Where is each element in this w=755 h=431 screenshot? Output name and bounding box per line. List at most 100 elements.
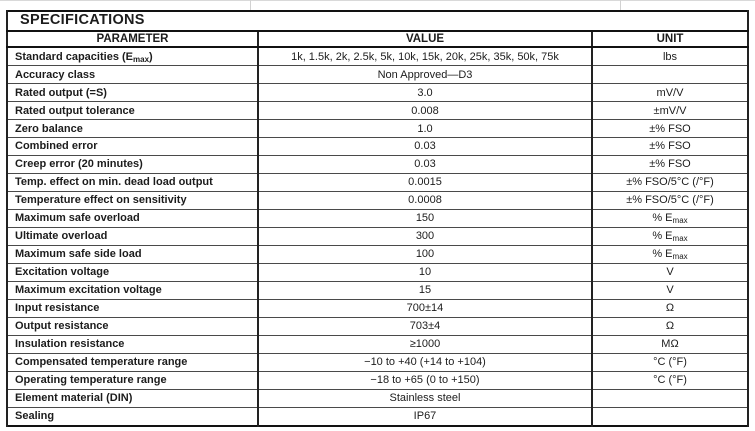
unit-cell: Ω [591, 298, 749, 318]
value-cell: 150 [257, 208, 593, 228]
unit-cell [591, 388, 749, 408]
unit-cell: ±% FSO/5°C (/°F) [591, 190, 749, 210]
parameter-cell: Compensated temperature range [6, 352, 259, 372]
scan-artifact-line [250, 0, 251, 10]
parameter-subscript: max [133, 54, 150, 64]
table-row: Maximum safe overload 150 % Emax [6, 208, 749, 228]
value-cell: 0.03 [257, 155, 593, 174]
parameter-cell: Rated output tolerance [6, 101, 259, 121]
value-cell: 15 [257, 280, 593, 300]
unit-text: % E [652, 212, 673, 225]
value-cell: 1k, 1.5k, 2k, 2.5k, 5k, 10k, 15k, 20k, 2… [257, 46, 593, 67]
table-title-row: SPECIFICATIONS [6, 10, 749, 32]
specifications-table: SPECIFICATIONS PARAMETER VALUE UNIT Stan… [6, 10, 749, 427]
table-row: Standard capacities (Emax) 1k, 1.5k, 2k,… [6, 46, 749, 67]
scan-artifact-line [0, 0, 755, 1]
unit-cell: % Emax [591, 208, 749, 228]
value-cell: Stainless steel [257, 388, 593, 408]
parameter-cell: Operating temperature range [6, 370, 259, 390]
table-row: Rated output tolerance 0.008 ±mV/V [6, 101, 749, 121]
unit-cell: ±% FSO [591, 155, 749, 174]
table-row: Combined error 0.03 ±% FSO [6, 137, 749, 156]
unit-cell: V [591, 262, 749, 282]
parameter-cell: Creep error (20 minutes) [6, 155, 259, 174]
table-row: Compensated temperature range −10 to +40… [6, 352, 749, 372]
unit-cell: mV/V [591, 83, 749, 103]
value-cell: 3.0 [257, 83, 593, 103]
parameter-cell: Rated output (=S) [6, 83, 259, 103]
value-cell: IP67 [257, 406, 593, 427]
value-cell: 100 [257, 244, 593, 264]
table-row: Maximum excitation voltage 15 V [6, 280, 749, 300]
value-cell: 300 [257, 226, 593, 246]
parameter-cell: Input resistance [6, 298, 259, 318]
value-cell: 703±4 [257, 316, 593, 336]
parameter-cell: Element material (DIN) [6, 388, 259, 408]
unit-cell: % Emax [591, 244, 749, 264]
table-row: Zero balance 1.0 ±% FSO [6, 119, 749, 139]
header-parameter: PARAMETER [6, 30, 259, 48]
value-cell: −10 to +40 (+14 to +104) [257, 352, 593, 372]
value-cell: 10 [257, 262, 593, 282]
unit-cell: lbs [591, 46, 749, 67]
unit-cell [591, 406, 749, 427]
parameter-cell: Maximum safe side load [6, 244, 259, 264]
value-cell: 0.0015 [257, 172, 593, 192]
unit-cell: MΩ [591, 334, 749, 354]
parameter-cell: Maximum safe overload [6, 208, 259, 228]
parameter-cell: Sealing [6, 406, 259, 427]
scan-artifact-line [620, 0, 621, 10]
table-row: Ultimate overload 300 % Emax [6, 226, 749, 246]
unit-cell: Ω [591, 316, 749, 336]
table-row: Temperature effect on sensitivity 0.0008… [6, 190, 749, 210]
parameter-cell: Zero balance [6, 119, 259, 139]
unit-cell: ±% FSO [591, 137, 749, 156]
parameter-cell: Excitation voltage [6, 262, 259, 282]
parameter-text: Standard capacities (E [15, 50, 133, 63]
table-row: Excitation voltage 10 V [6, 262, 749, 282]
table-row: Sealing IP67 [6, 406, 749, 427]
parameter-cell: Combined error [6, 137, 259, 156]
unit-cell: V [591, 280, 749, 300]
unit-subscript: max [672, 216, 688, 226]
parameter-cell: Insulation resistance [6, 334, 259, 354]
header-value: VALUE [257, 30, 593, 48]
table-row: Creep error (20 minutes) 0.03 ±% FSO [6, 155, 749, 174]
value-cell: ≥1000 [257, 334, 593, 354]
parameter-cell: Temperature effect on sensitivity [6, 190, 259, 210]
table-row: Accuracy class Non Approved—D3 [6, 65, 749, 85]
parameter-cell: Accuracy class [6, 65, 259, 85]
unit-subscript: max [672, 252, 688, 262]
parameter-cell: Ultimate overload [6, 226, 259, 246]
unit-cell: °C (°F) [591, 370, 749, 390]
value-cell: 0.0008 [257, 190, 593, 210]
table-row: Maximum safe side load 100 % Emax [6, 244, 749, 264]
value-cell: 700±14 [257, 298, 593, 318]
table-header-row: PARAMETER VALUE UNIT [6, 30, 749, 48]
unit-cell: ±% FSO/5°C (/°F) [591, 172, 749, 192]
value-cell: 0.008 [257, 101, 593, 121]
table-row: Output resistance 703±4 Ω [6, 316, 749, 336]
table-row: Element material (DIN) Stainless steel [6, 388, 749, 408]
value-cell: Non Approved—D3 [257, 65, 593, 85]
unit-cell: % Emax [591, 226, 749, 246]
table-row: Input resistance 700±14 Ω [6, 298, 749, 318]
value-cell: 0.03 [257, 137, 593, 156]
table-row: Operating temperature range −18 to +65 (… [6, 370, 749, 390]
parameter-cell: Maximum excitation voltage [6, 280, 259, 300]
value-cell: −18 to +65 (0 to +150) [257, 370, 593, 390]
parameter-cell: Output resistance [6, 316, 259, 336]
table-row: Temp. effect on min. dead load output 0.… [6, 172, 749, 192]
table-row: Insulation resistance ≥1000 MΩ [6, 334, 749, 354]
unit-cell: ±% FSO [591, 119, 749, 139]
header-unit: UNIT [591, 30, 749, 48]
unit-text: % E [652, 230, 673, 243]
unit-cell: °C (°F) [591, 352, 749, 372]
value-cell: 1.0 [257, 119, 593, 139]
table-row: Rated output (=S) 3.0 mV/V [6, 83, 749, 103]
parameter-text: ) [149, 50, 153, 63]
parameter-cell: Temp. effect on min. dead load output [6, 172, 259, 192]
unit-cell: ±mV/V [591, 101, 749, 121]
unit-text: % E [652, 248, 673, 261]
unit-subscript: max [672, 234, 688, 244]
